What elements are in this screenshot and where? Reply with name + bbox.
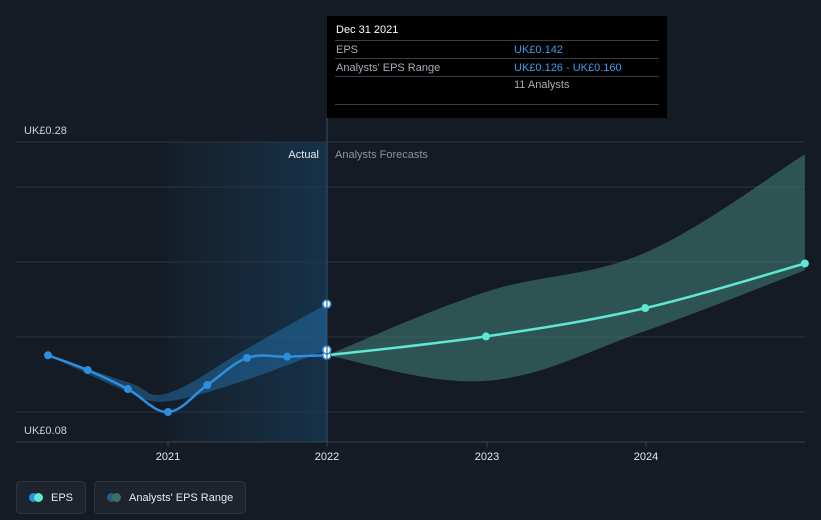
tooltip-range-value: UK£0.126 - UK£0.160 <box>514 61 622 74</box>
x-tick-label-3: 2024 <box>634 451 658 463</box>
forecast-point-0 <box>482 332 491 341</box>
actual-period-shade <box>168 142 327 442</box>
tooltip-row-range: Analysts' EPS Range UK£0.126 - UK£0.160 <box>335 58 659 76</box>
section-label-forecast: Analysts Forecasts <box>335 149 428 161</box>
tooltip-date: Dec 31 2021 <box>336 24 399 36</box>
legend-range-button[interactable]: Analysts' EPS Range <box>94 481 247 514</box>
section-label-actual: Actual <box>288 149 319 161</box>
tooltip-eps-label: EPS <box>336 43 359 56</box>
tooltip-row-analysts: 11 Analysts <box>335 76 659 105</box>
x-tick-label-1: 2022 <box>315 451 339 463</box>
series-line-1 <box>325 262 807 357</box>
x-tick-label-0: 2021 <box>156 451 180 463</box>
tooltip-analysts-value: 11 Analysts <box>514 79 570 91</box>
legend-dot-b <box>34 493 43 502</box>
range-dots-icon <box>107 493 122 502</box>
eps-dots-icon <box>29 493 43 502</box>
legend-dot-a <box>29 493 38 502</box>
legend-eps-label: EPS <box>51 491 74 504</box>
tooltip-eps-value: UK£0.142 <box>514 43 563 56</box>
forecast-point-2 <box>800 259 809 268</box>
y-tick-top: UK£0.28 <box>24 125 67 137</box>
x-axis-ticks: 2021 2022 2023 2024 <box>156 442 658 463</box>
range-band-forecast <box>326 154 805 382</box>
eps-points <box>44 259 809 416</box>
eps-point-0 <box>44 351 53 360</box>
eps-point-6 <box>283 352 292 361</box>
legend-eps-button[interactable]: EPS <box>16 481 87 514</box>
legend-dot-a <box>107 493 117 502</box>
forecast-point-1 <box>641 304 650 313</box>
eps-point-4 <box>203 381 212 389</box>
tooltip-row-eps: EPS UK£0.142 <box>335 40 659 58</box>
x-tick-label-2: 2023 <box>475 451 499 463</box>
legend: EPS Analysts' EPS Range <box>16 481 247 514</box>
y-tick-bottom: UK£0.08 <box>24 425 67 437</box>
eps-point-1 <box>83 366 92 375</box>
eps-point-2 <box>123 385 132 394</box>
legend-dot-b <box>112 493 122 502</box>
range-band-actual <box>48 304 327 402</box>
eps-point-5 <box>242 354 251 362</box>
eps-point-3 <box>164 408 172 416</box>
legend-range-label: Analysts' EPS Range <box>129 491 234 504</box>
tooltip: Dec 31 2021 EPS UK£0.142 Analysts' EPS R… <box>327 16 667 118</box>
tooltip-range-label: Analysts' EPS Range <box>336 61 441 74</box>
range-bands <box>48 154 805 402</box>
